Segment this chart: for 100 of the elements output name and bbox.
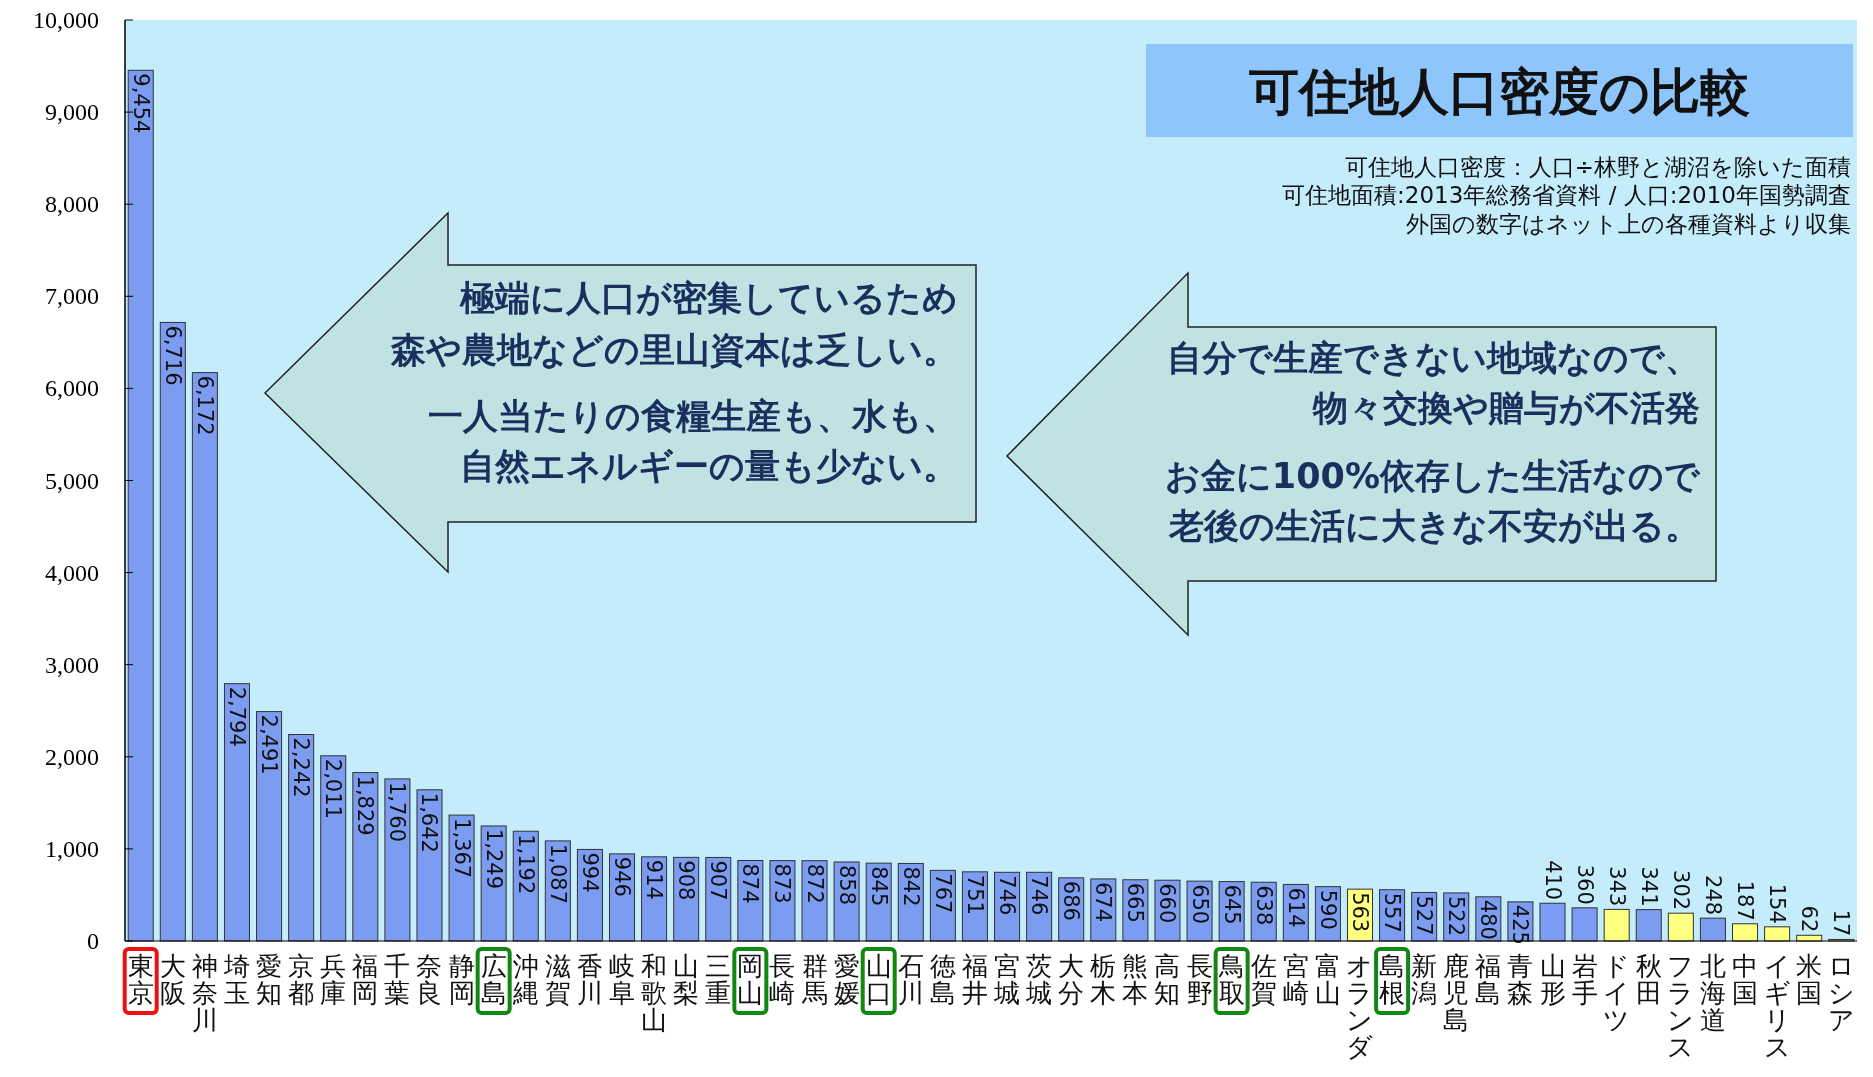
data-label: 187 — [1733, 880, 1758, 921]
data-label: 614 — [1283, 887, 1308, 928]
x-tick-label: 宮城 — [993, 951, 1021, 1008]
data-label: 6,716 — [160, 325, 185, 386]
x-tick-label: 和歌山 — [641, 951, 668, 1035]
data-label: 2,011 — [321, 758, 346, 819]
data-label: 9,454 — [128, 73, 153, 134]
annotation: 老後の生活に大きな不安が出る。 — [1168, 506, 1700, 546]
x-tick-label: 福岡 — [352, 951, 379, 1008]
y-tick-label: 2,000 — [45, 743, 99, 770]
data-label: 674 — [1091, 881, 1116, 923]
x-tick-label: 滋賀 — [544, 951, 571, 1008]
data-label: 842 — [898, 866, 923, 907]
x-tick-label: 秋田 — [1635, 951, 1662, 1008]
data-label: 908 — [674, 860, 699, 901]
data-label: 746 — [1027, 875, 1052, 916]
data-label: 946 — [610, 856, 635, 897]
data-label: 1,642 — [417, 792, 442, 853]
x-tick-label: 東京 — [127, 951, 154, 1008]
y-tick-label: 9,000 — [45, 99, 99, 126]
x-tick-label: 石川 — [897, 951, 924, 1008]
x-tick-label: 沖縄 — [511, 951, 539, 1008]
x-tick-label: ドイツ — [1603, 951, 1631, 1035]
y-tick-label: 1,000 — [45, 835, 99, 862]
x-tick-label: 栃木 — [1090, 951, 1117, 1008]
x-tick-label: 京都 — [288, 951, 315, 1008]
data-label: 2,794 — [224, 686, 249, 747]
x-tick-label: 徳島 — [929, 951, 956, 1008]
x-tick-label: 山梨 — [673, 951, 700, 1008]
x-tick-label: 千葉 — [384, 951, 411, 1008]
data-label: 302 — [1668, 870, 1693, 911]
data-label: 858 — [834, 864, 859, 906]
data-label: 1,829 — [353, 775, 378, 836]
data-label: 2,491 — [257, 714, 282, 775]
data-label: 874 — [738, 863, 763, 904]
data-label: 665 — [1123, 882, 1148, 923]
data-label: 645 — [1219, 884, 1244, 925]
y-tick-label: 7,000 — [45, 283, 99, 310]
x-tick-label: 愛知 — [256, 951, 283, 1008]
x-tick-label: 新潟 — [1411, 951, 1438, 1008]
annotation: 自然エネルギーの量も少ない。 — [460, 446, 958, 486]
data-label: 1,760 — [385, 781, 410, 843]
data-label: 845 — [866, 866, 891, 907]
annotation: 外国の数字はネット上の各種資料より収集 — [1406, 211, 1851, 237]
x-tick-label: フランス — [1667, 951, 1695, 1062]
data-label: 2,242 — [289, 737, 314, 798]
x-tick-label: 広島 — [480, 951, 507, 1008]
x-tick-label: 三重 — [705, 951, 732, 1008]
x-tick-label: 埼玉 — [222, 951, 250, 1008]
y-tick-label: 3,000 — [45, 651, 99, 678]
x-tick-label: 長野 — [1186, 951, 1213, 1008]
x-tick-label: イギリス — [1763, 951, 1791, 1062]
data-label: 1,087 — [545, 843, 570, 905]
data-label: 914 — [642, 859, 667, 900]
x-tick-label: 山口 — [865, 951, 892, 1008]
data-label: 751 — [962, 874, 987, 915]
x-tick-label: 岐阜 — [609, 951, 636, 1008]
data-label: 341 — [1636, 866, 1661, 907]
y-tick-label: 8,000 — [45, 191, 99, 218]
x-tick-label: 島根 — [1379, 951, 1406, 1008]
data-label: 746 — [995, 875, 1020, 916]
y-tick-label: 0 — [87, 928, 99, 954]
data-label: 6,172 — [192, 375, 217, 436]
data-label: 360 — [1572, 864, 1597, 905]
x-tick-label: 高知 — [1154, 951, 1181, 1008]
annotation: 自分で生産できない地域なので、 — [1167, 338, 1700, 378]
text: 可住地人口密度の比較 — [1247, 63, 1750, 121]
x-tick-label: 鳥取 — [1217, 951, 1245, 1008]
annotation: 物々交換や贈与が不活発 — [1312, 388, 1700, 428]
x-tick-label: 熊本 — [1122, 951, 1149, 1008]
x-tick-label: 宮崎 — [1282, 951, 1309, 1008]
x-tick-label: 青森 — [1507, 951, 1534, 1008]
x-tick-label: 静岡 — [448, 951, 475, 1008]
data-label: 872 — [802, 863, 827, 904]
annotation: 一人当たりの食糧生産も、水も、 — [428, 396, 958, 436]
x-tick-label: 中国 — [1732, 951, 1759, 1008]
data-label: 907 — [706, 860, 731, 901]
data-label: 686 — [1059, 880, 1084, 921]
annotation: お金に100%依存した生活なので — [1164, 456, 1701, 496]
x-tick-label: 大阪 — [159, 951, 186, 1008]
x-tick-label: 奈良 — [416, 951, 443, 1008]
data-label: 638 — [1251, 885, 1276, 926]
x-tick-label: 岩手 — [1571, 951, 1598, 1008]
x-tick-label: 鹿児島 — [1443, 951, 1470, 1035]
x-tick-label: オランダ — [1346, 951, 1374, 1062]
data-label: 480 — [1476, 899, 1501, 940]
x-tick-label: 山形 — [1539, 951, 1566, 1008]
data-label: 994 — [577, 852, 602, 893]
data-label: 522 — [1444, 895, 1469, 937]
annotation: 可住地人口密度：人口÷林野と湖沼を除いた面積 — [1344, 154, 1851, 180]
x-tick-label: 愛媛 — [833, 951, 860, 1008]
annotation: 森や農地などの里山資本は乏しい。 — [390, 330, 958, 370]
data-label: 527 — [1412, 895, 1437, 936]
data-label: 248 — [1700, 875, 1725, 916]
data-label: 1,249 — [481, 828, 506, 890]
x-tick-label: 米国 — [1796, 951, 1823, 1008]
x-tick-label: 兵庫 — [320, 951, 347, 1008]
x-tick-label: 神奈川 — [191, 951, 218, 1035]
data-label: 590 — [1315, 889, 1340, 930]
annotation: 極端に人口が密集しているため — [459, 278, 958, 318]
